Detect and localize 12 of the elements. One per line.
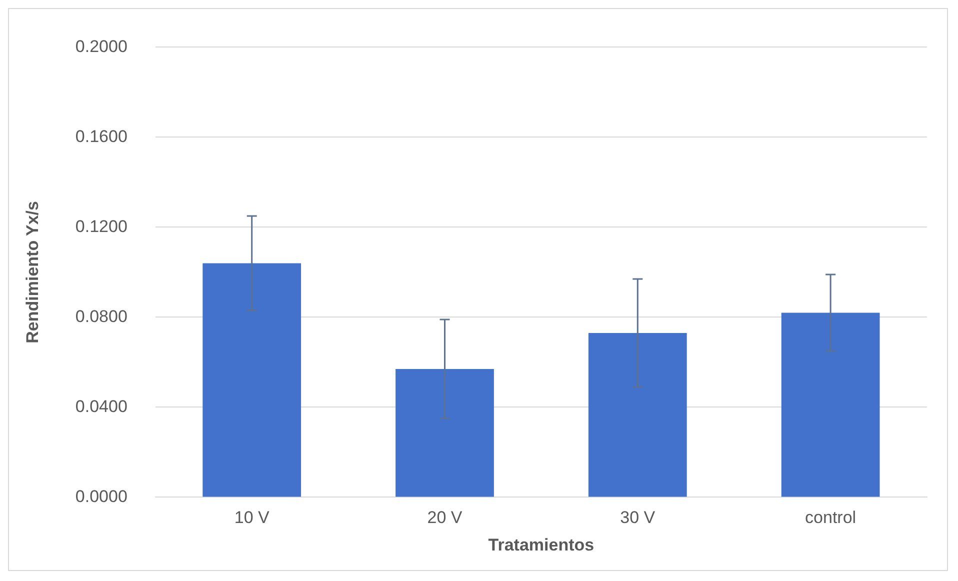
y-tick-label: 0.0400	[75, 396, 128, 416]
y-tick-label: 0.1200	[75, 216, 128, 236]
y-tick-label: 0.2000	[75, 36, 128, 56]
x-tick-label: 30 V	[620, 508, 656, 528]
x-tick-label: 10 V	[234, 508, 270, 528]
x-tick-label: 20 V	[427, 508, 463, 528]
x-tick-label: control	[805, 508, 856, 528]
x-axis-title: Tratamientos	[488, 535, 594, 554]
y-tick-label: 0.0000	[75, 486, 128, 506]
y-axis-title: Rendimiento Yx/s	[22, 201, 42, 344]
y-tick-label: 0.1600	[75, 126, 128, 146]
y-tick-label: 0.0800	[75, 306, 128, 326]
